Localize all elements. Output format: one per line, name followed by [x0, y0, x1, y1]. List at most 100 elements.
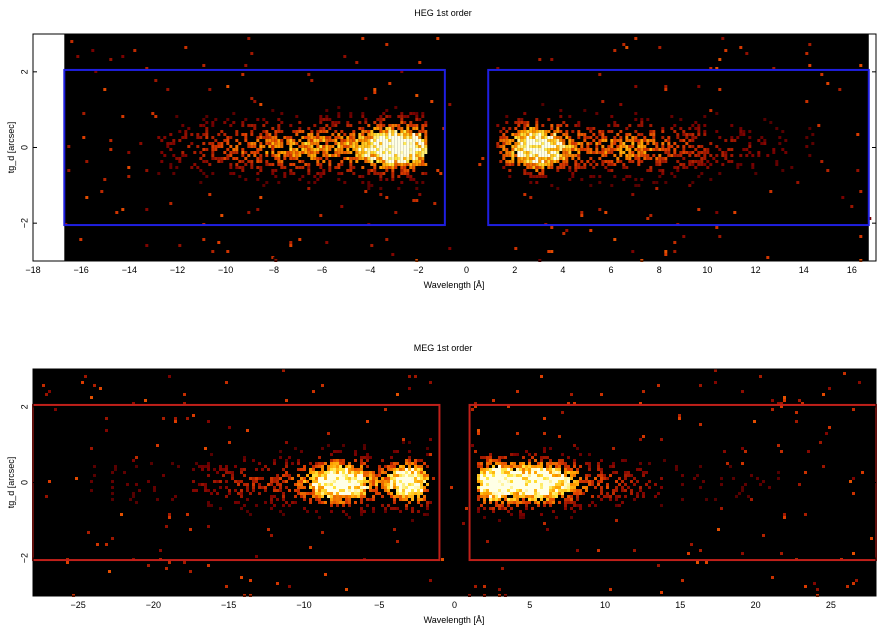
heatmap-cell	[628, 133, 632, 136]
heatmap-cell	[538, 154, 542, 157]
heatmap-cell	[400, 172, 404, 175]
heatmap-cell	[553, 133, 557, 136]
heatmap-cell	[634, 118, 638, 121]
heatmap-cell	[253, 124, 257, 127]
heatmap-cell	[415, 94, 419, 97]
heatmap-cell	[549, 471, 552, 474]
heatmap-cell	[315, 510, 318, 513]
heatmap-cell	[307, 139, 311, 142]
heatmap-cell	[354, 480, 357, 483]
heatmap-cell	[364, 121, 368, 124]
heatmap-cell	[634, 136, 638, 139]
heatmap-cell	[804, 513, 807, 516]
heatmap-cells	[42, 369, 873, 597]
heatmap-cell	[145, 169, 149, 172]
heatmap-cell	[334, 124, 338, 127]
heatmap-cell	[297, 462, 300, 465]
heatmap-cell	[502, 145, 506, 148]
heatmap-cell	[516, 483, 519, 486]
heatmap-cell	[223, 157, 227, 160]
heatmap-cell	[415, 160, 419, 163]
heatmap-cell	[103, 88, 107, 91]
heatmap-cell	[376, 133, 380, 136]
heatmap-cell	[508, 127, 512, 130]
heatmap-cell	[418, 148, 422, 151]
heatmap-cell	[580, 160, 584, 163]
heatmap-cell	[532, 151, 536, 154]
heatmap-cell	[229, 145, 233, 148]
heatmap-cell	[288, 474, 291, 477]
heatmap-cell	[408, 462, 411, 465]
heatmap-cell	[798, 483, 801, 486]
heatmap-cell	[132, 492, 135, 495]
heatmap-cell	[403, 145, 407, 148]
heatmap-cell	[546, 528, 549, 531]
heatmap-cell	[418, 139, 422, 142]
heatmap-cell	[541, 145, 545, 148]
heatmap-cell	[220, 145, 224, 148]
heatmap-cell	[562, 157, 566, 160]
heatmap-cell	[207, 420, 210, 423]
heatmap-cell	[492, 474, 495, 477]
heatmap-cell	[340, 136, 344, 139]
heatmap-cell	[396, 489, 399, 492]
heatmap-cell	[349, 115, 353, 118]
heatmap-cell	[505, 154, 509, 157]
heatmap-cell	[418, 118, 422, 121]
heatmap-cell	[571, 148, 575, 151]
heatmap-cell	[624, 483, 627, 486]
heatmap-cell	[619, 151, 623, 154]
heatmap-cell	[625, 127, 629, 130]
heatmap-cell	[520, 133, 524, 136]
heatmap-cell	[333, 459, 336, 462]
heatmap-cell	[399, 468, 402, 471]
heatmap-cell	[250, 166, 254, 169]
heatmap-cell	[625, 157, 629, 160]
heatmap-cell	[255, 480, 258, 483]
heatmap-cell	[289, 241, 293, 244]
heatmap-cell	[216, 480, 219, 483]
heatmap-cell	[628, 124, 632, 127]
heatmap-cell	[720, 483, 723, 486]
heatmap-cell	[517, 160, 521, 163]
heatmap-cell	[520, 151, 524, 154]
heatmap-cell	[543, 495, 546, 498]
heatmap-cell	[408, 471, 411, 474]
heatmap-cell	[381, 468, 384, 471]
heatmap-cell	[366, 474, 369, 477]
heatmap-cell	[501, 474, 504, 477]
heatmap-cell	[109, 58, 113, 61]
heatmap-cell	[544, 157, 548, 160]
heatmap-cell	[702, 480, 705, 483]
heatmap-cell	[492, 480, 495, 483]
heatmap-cell	[502, 139, 506, 142]
heatmap-cell	[703, 148, 707, 151]
heatmap-cell	[325, 142, 329, 145]
heatmap-cell	[517, 154, 521, 157]
heatmap-cell	[564, 483, 567, 486]
heatmap-cell	[405, 504, 408, 507]
heatmap-cell	[498, 492, 501, 495]
heatmap-cell	[277, 154, 281, 157]
heatmap-cell	[795, 420, 798, 423]
heatmap-cell	[411, 468, 414, 471]
heatmap-cell	[424, 163, 428, 166]
heatmap-cell	[429, 579, 432, 582]
heatmap-cell	[519, 480, 522, 483]
heatmap-cell	[741, 489, 744, 492]
heatmap-cell	[352, 157, 356, 160]
heatmap-cell	[399, 486, 402, 489]
heatmap-cell	[111, 471, 114, 474]
heatmap-cell	[322, 130, 326, 133]
heatmap-cell	[334, 151, 338, 154]
heatmap-cell	[607, 130, 611, 133]
heatmap-cell	[352, 130, 356, 133]
heatmap-cell	[295, 151, 299, 154]
heatmap-cell	[199, 136, 203, 139]
heatmap-cell	[597, 465, 600, 468]
heatmap-cell	[415, 112, 419, 115]
heatmap-cell	[384, 480, 387, 483]
heatmap-cell	[394, 151, 398, 154]
heatmap-cell	[403, 151, 407, 154]
heatmap-cell	[616, 139, 620, 142]
